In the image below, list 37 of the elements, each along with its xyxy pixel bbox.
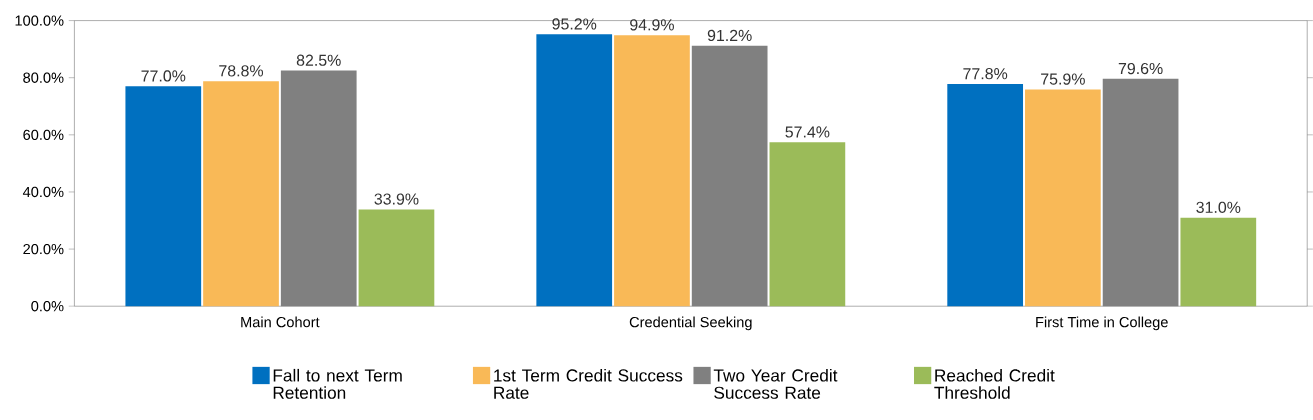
bar	[947, 83, 1024, 306]
bar	[1025, 89, 1101, 306]
data-label: 78.8%	[219, 64, 264, 77]
data-label: 82.5%	[296, 54, 341, 66]
data-label: 95.2%	[552, 18, 597, 30]
y-tick-label: 100.0%	[15, 15, 64, 26]
bar	[614, 34, 690, 306]
legend-label: Two Year Credit Success Rate	[713, 368, 838, 399]
data-label: 33.9%	[374, 193, 419, 205]
bar	[358, 209, 435, 306]
data-label: 94.9%	[630, 18, 674, 31]
bar	[769, 142, 846, 306]
legend-label: 1st Term Credit Success Rate	[494, 368, 683, 399]
y-tick-label: 0.0%	[31, 300, 64, 312]
x-tick-label: Main Cohort	[241, 316, 320, 328]
bar	[280, 70, 357, 306]
data-label: 79.6%	[1118, 62, 1163, 74]
x-tick-label: Credential Seeking	[629, 316, 752, 330]
x-tick-label: First Time in College	[1036, 316, 1168, 330]
data-label: 77.8%	[963, 67, 1008, 80]
y-tick-label: 60.0%	[23, 129, 64, 140]
bar	[691, 45, 768, 306]
data-label: 91.2%	[707, 29, 752, 41]
data-label: 75.9%	[1041, 73, 1085, 85]
legend-label: Fall to next Term Retention	[273, 368, 402, 399]
data-label: 57.4%	[785, 126, 830, 138]
data-label: 77.0%	[141, 70, 186, 82]
bar	[1180, 217, 1257, 306]
bar	[536, 34, 613, 306]
y-tick-label: 20.0%	[23, 243, 64, 255]
y-tick-label: 80.0%	[23, 72, 64, 83]
y-tick-label: 40.0%	[22, 186, 64, 197]
bar	[1102, 78, 1179, 306]
data-label: 31.0%	[1196, 201, 1241, 213]
bar	[125, 86, 202, 306]
legend-label: Reached Credit Threshold	[934, 368, 1055, 399]
bar	[203, 80, 279, 306]
